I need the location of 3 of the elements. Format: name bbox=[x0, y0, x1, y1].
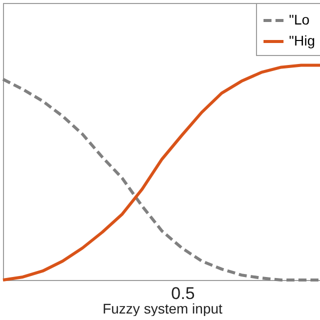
legend-label: "Hig bbox=[289, 32, 315, 48]
legend-label: "Lo bbox=[289, 12, 310, 28]
text: 0.5 bbox=[171, 284, 195, 303]
